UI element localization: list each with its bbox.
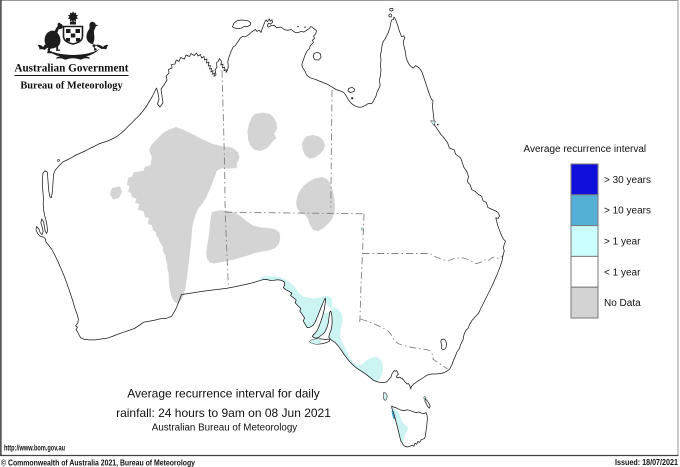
svg-text:http://www.bom.gov.au: http://www.bom.gov.au <box>4 443 65 453</box>
svg-text:Issued: 18/07/2021: Issued: 18/07/2021 <box>615 457 678 467</box>
svg-text:© Commonwealth of Australia 20: © Commonwealth of Australia 2021, Bureau… <box>1 458 195 467</box>
svg-text:Australian Government: Australian Government <box>14 63 128 75</box>
svg-text:> 30 years: > 30 years <box>604 175 651 186</box>
svg-text:< 1 year: < 1 year <box>604 267 641 278</box>
svg-text:Bureau of Meteorology: Bureau of Meteorology <box>20 81 123 92</box>
svg-text:Australian Bureau of Meteorolo: Australian Bureau of Meteorology <box>152 423 298 434</box>
svg-text:Average recurrence interval: Average recurrence interval <box>524 144 647 155</box>
svg-text:No Data: No Data <box>604 298 641 309</box>
svg-text:Average recurrence interval fo: Average recurrence interval for daily <box>127 387 320 401</box>
svg-text:rainfall: 24 hours to 9am on 0: rainfall: 24 hours to 9am on 08 Jun 2021 <box>116 406 331 420</box>
svg-text:> 1 year: > 1 year <box>604 237 641 248</box>
svg-text:> 10 years: > 10 years <box>604 206 651 217</box>
